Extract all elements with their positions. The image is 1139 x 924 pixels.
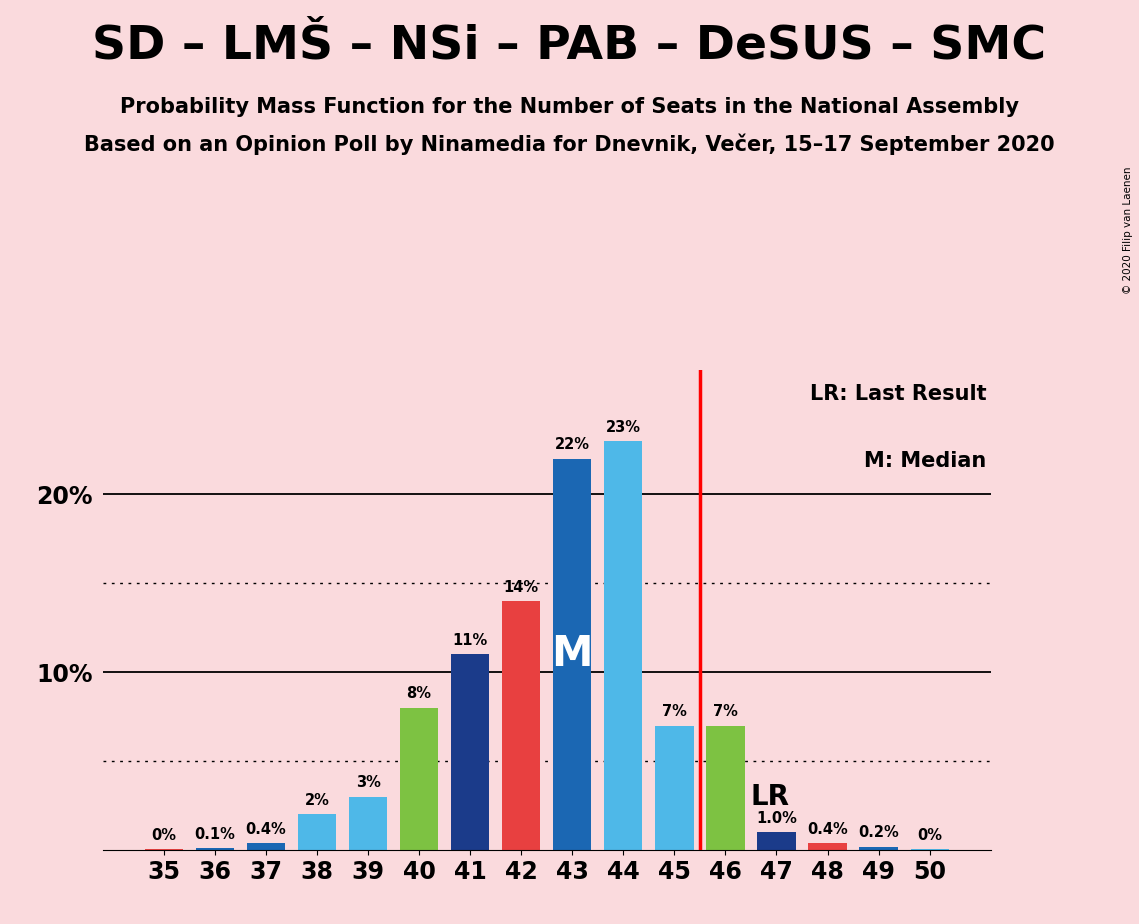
Bar — [247, 843, 285, 850]
Bar — [502, 601, 540, 850]
Bar — [297, 814, 336, 850]
Text: © 2020 Filip van Laenen: © 2020 Filip van Laenen — [1123, 166, 1133, 294]
Text: 0.1%: 0.1% — [195, 827, 236, 842]
Bar — [400, 708, 439, 850]
Text: SD – LMŠ – NSi – PAB – DeSUS – SMC: SD – LMŠ – NSi – PAB – DeSUS – SMC — [92, 23, 1047, 68]
Text: 8%: 8% — [407, 687, 432, 701]
Text: 11%: 11% — [452, 633, 487, 648]
Text: M: M — [551, 633, 593, 675]
Bar — [554, 458, 591, 850]
Text: 23%: 23% — [606, 419, 641, 434]
Text: 22%: 22% — [555, 437, 590, 453]
Bar — [604, 441, 642, 850]
Text: 0%: 0% — [151, 828, 177, 843]
Bar — [451, 654, 490, 850]
Text: 1.0%: 1.0% — [756, 811, 797, 826]
Text: 7%: 7% — [662, 704, 687, 719]
Bar — [809, 843, 846, 850]
Text: Probability Mass Function for the Number of Seats in the National Assembly: Probability Mass Function for the Number… — [120, 97, 1019, 117]
Bar — [349, 796, 387, 850]
Text: 0%: 0% — [917, 828, 942, 843]
Bar — [860, 846, 898, 850]
Text: 14%: 14% — [503, 579, 539, 595]
Bar — [196, 848, 233, 850]
Text: 0.4%: 0.4% — [808, 821, 847, 837]
Text: 2%: 2% — [304, 794, 329, 808]
Text: 0.2%: 0.2% — [858, 825, 899, 840]
Text: LR: LR — [751, 783, 790, 811]
Bar — [757, 833, 796, 850]
Text: Based on an Opinion Poll by Ninamedia for Dnevnik, Večer, 15–17 September 2020: Based on an Opinion Poll by Ninamedia fo… — [84, 134, 1055, 155]
Text: 7%: 7% — [713, 704, 738, 719]
Text: M: Median: M: Median — [865, 451, 986, 471]
Bar — [655, 725, 694, 850]
Text: 3%: 3% — [355, 775, 380, 790]
Bar — [706, 725, 745, 850]
Text: 0.4%: 0.4% — [246, 821, 286, 837]
Text: LR: Last Result: LR: Last Result — [810, 384, 986, 404]
